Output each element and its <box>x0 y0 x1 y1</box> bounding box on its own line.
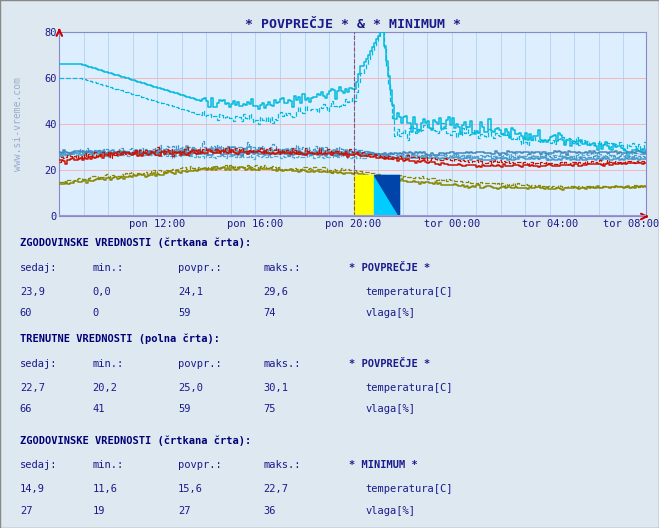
Text: min.:: min.: <box>92 263 123 273</box>
Text: * MINIMUM *: * MINIMUM * <box>349 460 418 470</box>
Text: 0,0: 0,0 <box>92 287 111 297</box>
Text: 24,1: 24,1 <box>178 287 203 297</box>
Text: 27: 27 <box>20 506 32 516</box>
Text: 22,7: 22,7 <box>264 484 289 494</box>
Text: 41: 41 <box>92 404 105 414</box>
Text: 75: 75 <box>264 404 276 414</box>
Text: temperatura[C]: temperatura[C] <box>366 383 453 392</box>
Text: min.:: min.: <box>92 359 123 369</box>
Text: 23,9: 23,9 <box>20 287 45 297</box>
Bar <box>374 175 399 216</box>
Text: maks.:: maks.: <box>264 359 301 369</box>
Text: ZGODOVINSKE VREDNOSTI (črtkana črta):: ZGODOVINSKE VREDNOSTI (črtkana črta): <box>20 238 251 248</box>
Text: vlaga[%]: vlaga[%] <box>366 506 416 516</box>
Text: 59: 59 <box>178 404 190 414</box>
Text: 14,9: 14,9 <box>20 484 45 494</box>
Text: www.si-vreme.com: www.si-vreme.com <box>13 77 23 171</box>
Text: povpr.:: povpr.: <box>178 460 221 470</box>
Text: * POVPREČJE *: * POVPREČJE * <box>349 263 430 273</box>
Bar <box>354 175 374 216</box>
Text: povpr.:: povpr.: <box>178 263 221 273</box>
Text: temperatura[C]: temperatura[C] <box>366 287 453 297</box>
Text: temperatura[C]: temperatura[C] <box>366 484 453 494</box>
Text: 30,1: 30,1 <box>264 383 289 392</box>
Text: maks.:: maks.: <box>264 263 301 273</box>
Text: 59: 59 <box>178 308 190 318</box>
Title: * POVPREČJE * & * MINIMUM *: * POVPREČJE * & * MINIMUM * <box>244 17 461 31</box>
Text: min.:: min.: <box>92 460 123 470</box>
Text: * POVPREČJE *: * POVPREČJE * <box>349 359 430 369</box>
Text: 22,7: 22,7 <box>20 383 45 392</box>
Text: 60: 60 <box>20 308 32 318</box>
Polygon shape <box>374 175 399 216</box>
Text: 11,6: 11,6 <box>92 484 117 494</box>
Text: povpr.:: povpr.: <box>178 359 221 369</box>
Text: 74: 74 <box>264 308 276 318</box>
Text: sedaj:: sedaj: <box>20 263 57 273</box>
Text: 66: 66 <box>20 404 32 414</box>
Text: vlaga[%]: vlaga[%] <box>366 308 416 318</box>
Text: TRENUTNE VREDNOSTI (polna črta):: TRENUTNE VREDNOSTI (polna črta): <box>20 334 219 344</box>
Text: maks.:: maks.: <box>264 460 301 470</box>
Text: 0: 0 <box>92 308 98 318</box>
Text: vlaga[%]: vlaga[%] <box>366 404 416 414</box>
Text: 29,6: 29,6 <box>264 287 289 297</box>
Text: sedaj:: sedaj: <box>20 359 57 369</box>
Text: 36: 36 <box>264 506 276 516</box>
Text: sedaj:: sedaj: <box>20 460 57 470</box>
Text: 27: 27 <box>178 506 190 516</box>
Text: ZGODOVINSKE VREDNOSTI (črtkana črta):: ZGODOVINSKE VREDNOSTI (črtkana črta): <box>20 435 251 446</box>
Text: 25,0: 25,0 <box>178 383 203 392</box>
Text: 20,2: 20,2 <box>92 383 117 392</box>
Text: 15,6: 15,6 <box>178 484 203 494</box>
Text: 19: 19 <box>92 506 105 516</box>
